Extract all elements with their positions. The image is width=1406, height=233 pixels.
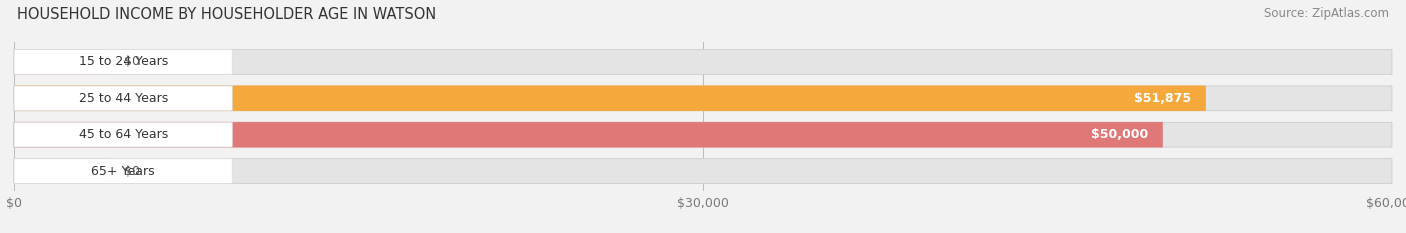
Text: HOUSEHOLD INCOME BY HOUSEHOLDER AGE IN WATSON: HOUSEHOLD INCOME BY HOUSEHOLDER AGE IN W… [17, 7, 436, 22]
FancyBboxPatch shape [14, 122, 1392, 147]
Text: $0: $0 [124, 164, 141, 178]
FancyBboxPatch shape [14, 122, 1163, 147]
FancyBboxPatch shape [14, 50, 232, 74]
Text: 25 to 44 Years: 25 to 44 Years [79, 92, 167, 105]
Text: $0: $0 [124, 55, 141, 69]
FancyBboxPatch shape [14, 122, 232, 147]
FancyBboxPatch shape [14, 86, 1205, 111]
FancyBboxPatch shape [14, 159, 1392, 183]
FancyBboxPatch shape [14, 159, 232, 183]
FancyBboxPatch shape [14, 86, 232, 111]
Text: 65+ Years: 65+ Years [91, 164, 155, 178]
FancyBboxPatch shape [14, 50, 105, 74]
FancyBboxPatch shape [14, 159, 105, 183]
FancyBboxPatch shape [14, 86, 1392, 111]
FancyBboxPatch shape [14, 50, 1392, 74]
Text: 15 to 24 Years: 15 to 24 Years [79, 55, 167, 69]
Text: Source: ZipAtlas.com: Source: ZipAtlas.com [1264, 7, 1389, 20]
Text: 45 to 64 Years: 45 to 64 Years [79, 128, 167, 141]
Text: $51,875: $51,875 [1135, 92, 1191, 105]
Text: $50,000: $50,000 [1091, 128, 1149, 141]
